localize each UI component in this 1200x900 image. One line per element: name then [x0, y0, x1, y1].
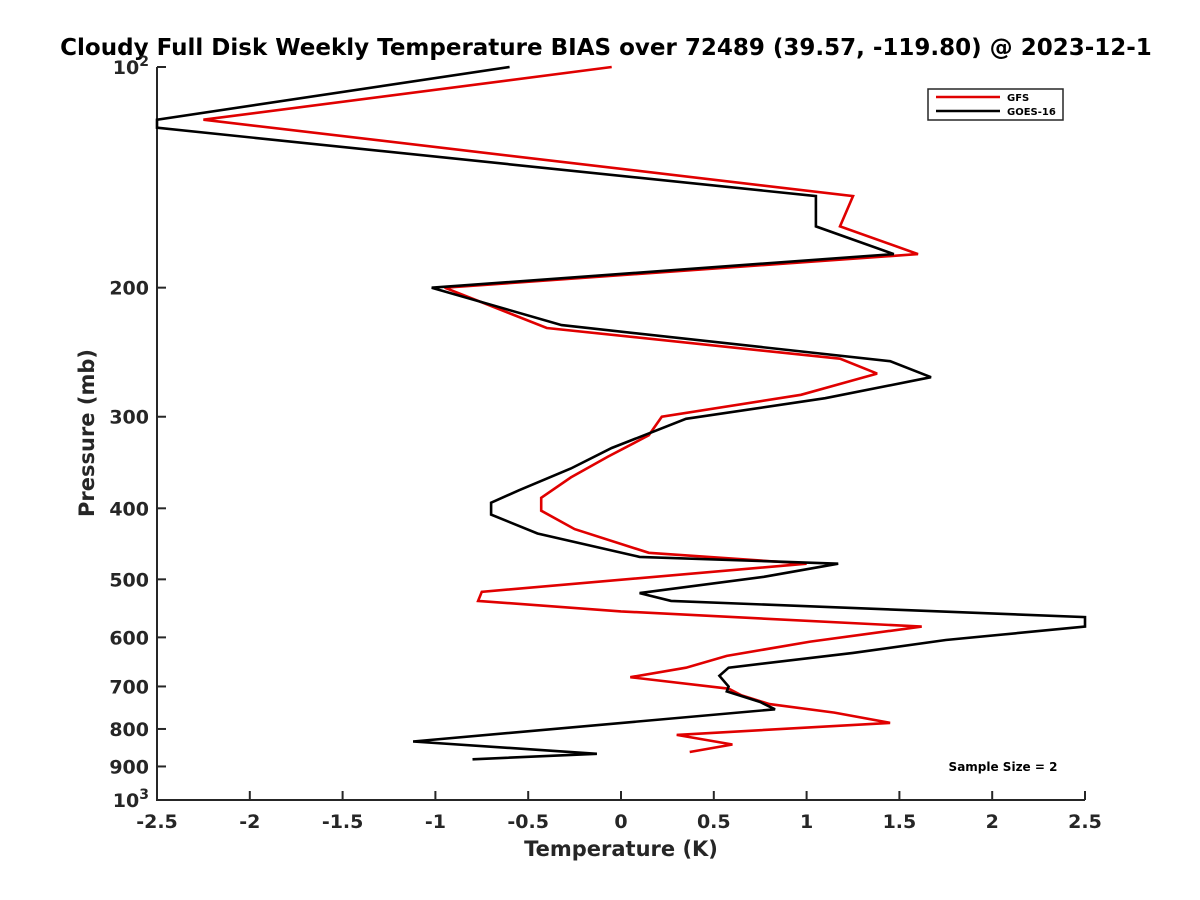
legend-label-goes16: GOES-16	[1007, 107, 1056, 118]
x-tick-label: -1	[425, 811, 446, 833]
y-axis-label: Pressure (mb)	[75, 349, 99, 517]
y-tick-label: 200	[109, 278, 149, 300]
x-tick-label: 0	[614, 811, 627, 833]
x-tick-label: -2	[239, 811, 260, 833]
series-line-goes16	[155, 65, 1087, 761]
x-tick-label: 2.5	[1068, 811, 1102, 833]
x-tick-label: -0.5	[507, 811, 549, 833]
y-tick-label: 700	[109, 676, 149, 698]
x-tick-label: -2.5	[136, 811, 178, 833]
legend: GFS GOES-16	[927, 88, 1064, 121]
y-tick-label: 800	[109, 719, 149, 741]
sample-size-annotation: Sample Size = 2	[949, 760, 1058, 774]
x-tick-label: 2	[986, 811, 999, 833]
y-tick-label: 400	[109, 498, 149, 520]
series-group	[155, 65, 1087, 761]
x-tick-label: 1.5	[883, 811, 917, 833]
plot-area: -2.5 -2 -1.5 -1 -0.5 0 0.5 1 1.5 2 2.5 1 0 2 200 300 40…	[109, 54, 1102, 833]
x-tick-label: 1	[800, 811, 813, 833]
legend-box	[927, 88, 1064, 121]
x-axis-label: Temperature (K)	[524, 837, 718, 861]
legend-label-gfs: GFS	[1007, 93, 1029, 104]
y-tick-label: 600	[109, 627, 149, 649]
y-tick-label: 500	[109, 569, 149, 591]
x-tick-label: -1.5	[322, 811, 364, 833]
chart-title: Cloudy Full Disk Weekly Temperature BIAS…	[60, 35, 1152, 61]
x-tick-label: 0.5	[697, 811, 731, 833]
y-tick-label: 300	[109, 407, 149, 429]
y-tick-label: 900	[109, 756, 149, 778]
x-axis-ticks: -2.5 -2 -1.5 -1 -0.5 0 0.5 1 1.5 2 2.5	[136, 791, 1102, 833]
